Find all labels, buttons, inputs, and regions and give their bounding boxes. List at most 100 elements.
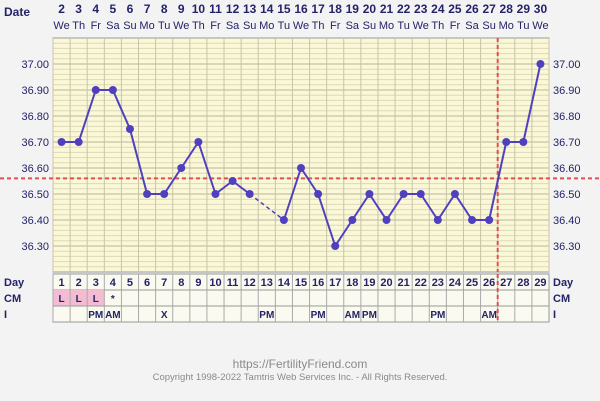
y-tick-left: 36.50 <box>21 189 49 201</box>
day-row-cell: 4 <box>110 277 117 289</box>
weekday-label: Sa <box>346 20 360 32</box>
weekday-label: Tu <box>397 20 409 32</box>
i-row-label-right: I <box>553 309 556 321</box>
temp-point <box>211 190 220 198</box>
i-row-cell: AM <box>105 310 121 321</box>
y-tick-left: 36.80 <box>21 111 49 123</box>
temp-point <box>194 138 203 146</box>
y-tick-left: 36.40 <box>21 215 49 227</box>
date-number: 8 <box>161 2 168 16</box>
temp-line-segment <box>197 141 217 195</box>
date-number: 22 <box>397 2 411 16</box>
day-row-cell: 11 <box>227 277 239 289</box>
cm-cell-pink <box>53 290 71 306</box>
weekday-label: Fr <box>91 20 102 32</box>
temp-point <box>433 216 442 224</box>
temp-line-segment <box>351 193 371 221</box>
weekday-label: Mo <box>259 20 274 32</box>
temp-line-segment <box>282 167 302 221</box>
cm-row-label-right: CM <box>553 293 570 305</box>
temp-point <box>74 138 83 146</box>
day-row-cell: 17 <box>329 277 341 289</box>
y-tick-right: 36.80 <box>553 111 581 123</box>
date-number: 23 <box>414 2 428 16</box>
date-number: 18 <box>329 2 343 16</box>
temp-point <box>57 138 66 146</box>
weekday-label: We <box>413 20 429 32</box>
weekday-label: Mo <box>139 20 154 32</box>
i-row-cell: PM <box>430 310 445 321</box>
weekday-label: Sa <box>106 20 120 32</box>
temp-line-segment <box>522 63 542 143</box>
date-number: 12 <box>226 2 240 16</box>
temp-line-segment <box>419 193 439 221</box>
temp-point <box>108 86 117 94</box>
temp-point <box>519 138 528 146</box>
day-row-cell: 21 <box>397 277 409 289</box>
day-row-cell: 29 <box>534 277 546 289</box>
day-row-cell: 12 <box>244 277 256 289</box>
i-row-cell: PM <box>311 310 326 321</box>
i-row-cell: PM <box>88 310 103 321</box>
y-tick-right: 36.70 <box>553 137 581 149</box>
day-row-cell: 25 <box>466 277 478 289</box>
temp-point <box>502 138 511 146</box>
weekday-label: Su <box>482 20 495 32</box>
temp-point <box>297 164 305 172</box>
weekday-label: Su <box>363 20 376 32</box>
weekday-label: We <box>173 20 189 32</box>
y-tick-right: 36.50 <box>553 189 581 201</box>
temp-point <box>331 242 340 250</box>
weekday-label: Th <box>312 20 325 32</box>
weekday-label: Fr <box>210 20 221 32</box>
temp-line-segment <box>180 141 200 169</box>
date-number: 9 <box>178 2 185 16</box>
y-tick-left: 36.90 <box>21 85 49 97</box>
date-number: 3 <box>75 2 82 16</box>
temp-line-segment <box>488 141 508 221</box>
site-url[interactable]: https://FertilityFriend.com <box>232 357 368 371</box>
y-tick-right: 36.30 <box>553 241 581 253</box>
date-number: 15 <box>277 2 291 16</box>
y-tick-left: 36.70 <box>21 137 49 149</box>
date-number: 17 <box>311 2 325 16</box>
day-row-cell: 13 <box>261 277 273 289</box>
temp-point <box>177 164 186 172</box>
temp-line-segment <box>77 89 97 143</box>
day-row-cell: 20 <box>380 277 392 289</box>
y-tick-right: 37.00 <box>553 59 581 71</box>
date-number: 4 <box>92 2 99 16</box>
y-tick-right: 36.40 <box>553 215 581 227</box>
i-row-cell: AM <box>481 310 497 321</box>
temp-line-segment <box>385 193 405 221</box>
cm-cell-pink <box>70 290 88 306</box>
i-row-cell: AM <box>345 310 361 321</box>
temp-point <box>365 190 374 198</box>
temp-point <box>160 190 169 198</box>
temp-line-segment <box>300 167 319 195</box>
day-row-cell: 9 <box>195 277 201 289</box>
temp-line-dashed <box>249 193 285 221</box>
y-tick-left: 36.30 <box>21 241 49 253</box>
temp-point <box>91 86 100 94</box>
date-number: 20 <box>363 2 377 16</box>
temp-point <box>399 190 408 198</box>
day-row-cell: 19 <box>363 277 375 289</box>
i-row-bg <box>52 305 550 323</box>
temp-point <box>450 190 459 198</box>
day-row-label-right: Day <box>553 277 574 289</box>
date-number: 2 <box>58 2 65 16</box>
date-number: 6 <box>127 2 134 16</box>
date-number: 13 <box>243 2 257 16</box>
y-tick-right: 36.60 <box>553 163 581 175</box>
day-row-cell: 6 <box>144 277 150 289</box>
date-number: 24 <box>431 2 445 16</box>
weekday-label: Tu <box>158 20 170 32</box>
date-number: 14 <box>260 2 274 16</box>
weekday-label: We <box>53 20 69 32</box>
y-tick-right: 36.90 <box>553 85 581 97</box>
temp-point <box>314 190 323 198</box>
date-number: 26 <box>465 2 479 16</box>
temp-point <box>143 190 152 198</box>
